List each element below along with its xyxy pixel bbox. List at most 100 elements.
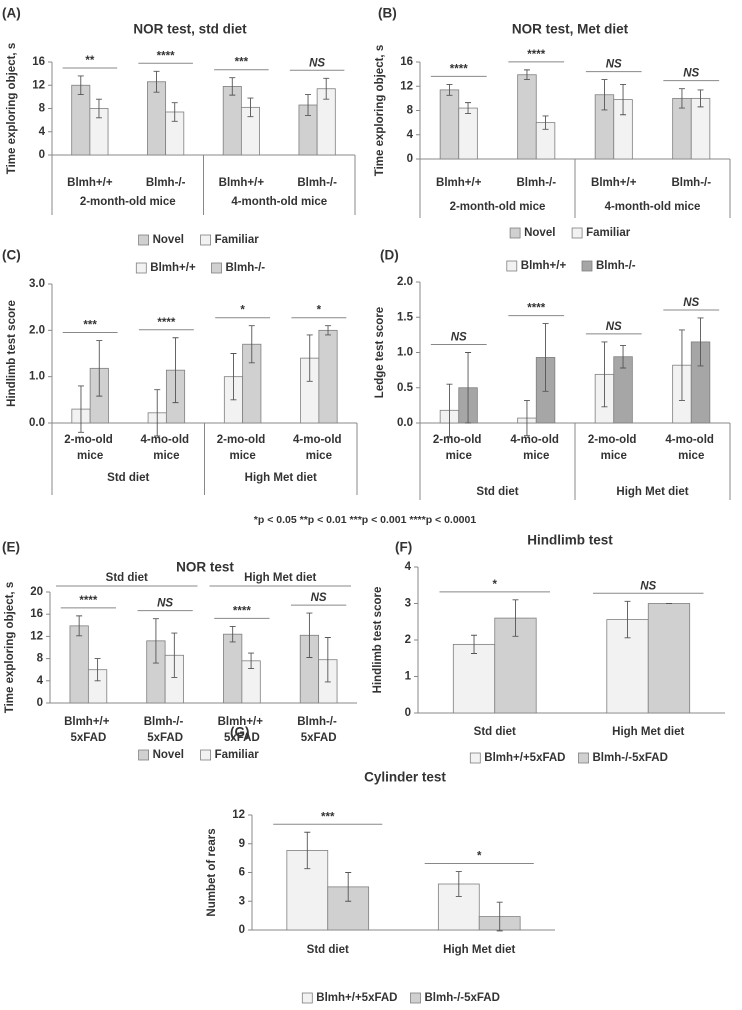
error-bar xyxy=(624,600,631,639)
error-bar xyxy=(471,634,478,654)
x-tick-label: 4-mo-old mice xyxy=(141,434,193,462)
legend-swatch xyxy=(410,992,421,1004)
error-bar xyxy=(446,83,453,96)
significance-label: * xyxy=(240,305,245,317)
x-tick-label: 2-mo-old mice xyxy=(588,434,640,462)
error-bar xyxy=(465,102,472,114)
legend-label: Novel xyxy=(524,227,555,239)
panel-label: (D) xyxy=(380,248,399,263)
y-tick-label: 12 xyxy=(30,630,43,642)
y-axis-label: Time exploring object, s xyxy=(374,45,386,176)
bar xyxy=(223,633,243,704)
y-tick-label: 0.5 xyxy=(397,382,414,394)
x-tick-label: Blmh-/- xyxy=(146,177,186,189)
error-bar xyxy=(496,901,503,932)
legend-swatch xyxy=(200,749,212,761)
significance-label: **** xyxy=(450,63,468,75)
y-axis-label: Ledge test score xyxy=(374,307,386,398)
legend-swatch xyxy=(200,234,212,246)
panel-label: (C) xyxy=(2,248,21,263)
x-tick-label: 4-mo-old mice xyxy=(293,434,345,462)
panel-label: (A) xyxy=(2,6,21,21)
panel-label: (F) xyxy=(395,540,412,555)
group-label: Std diet xyxy=(107,472,149,484)
x-tick-label: Blmh+/+ xyxy=(591,177,637,189)
error-bar xyxy=(77,75,84,95)
group-label: 2-month-old mice xyxy=(80,196,176,208)
legend-swatch xyxy=(571,227,583,239)
y-tick-label: 4 xyxy=(405,561,412,573)
y-tick-label: 9 xyxy=(239,838,245,850)
legend-label: Blmh+/+ xyxy=(521,260,567,272)
x-tick-label: Blmh+/+ 5xFAD xyxy=(218,716,267,744)
error-bar xyxy=(154,389,161,437)
error-bar xyxy=(523,399,530,437)
y-tick-label: 16 xyxy=(30,608,43,620)
error-bar xyxy=(678,329,685,401)
significance-label: NS xyxy=(157,598,173,610)
y-tick-label: 12 xyxy=(32,79,45,91)
error-bar xyxy=(697,317,704,367)
error-bar xyxy=(306,334,313,382)
error-bar xyxy=(95,98,102,119)
legend-label: Blmh-/- xyxy=(226,262,266,274)
legend-label: Blmh+/+5xFAD xyxy=(484,752,565,764)
significance-label: NS xyxy=(311,592,327,604)
error-bar xyxy=(324,637,331,683)
significance-label: NS xyxy=(683,68,699,80)
x-tick-label: Std diet xyxy=(307,944,349,956)
panel-label: (E) xyxy=(2,540,20,555)
legend-label: Blmh-/- xyxy=(596,260,636,272)
error-bar xyxy=(230,353,237,401)
x-tick-label: 4-mo-old mice xyxy=(510,434,562,462)
error-bar xyxy=(76,615,83,637)
significance-label: **** xyxy=(79,595,97,607)
error-bar xyxy=(229,625,236,643)
x-tick-label: 4-mo-old mice xyxy=(665,434,717,462)
error-bar xyxy=(678,88,685,109)
legend-label: Familiar xyxy=(215,234,260,246)
y-tick-label: 1.5 xyxy=(397,311,414,323)
y-tick-label: 1.0 xyxy=(397,347,413,359)
error-bar xyxy=(305,94,312,116)
y-tick-label: 2 xyxy=(405,634,411,646)
significance-label: * xyxy=(477,851,482,863)
significance-label: NS xyxy=(683,297,699,309)
panel-label: (B) xyxy=(378,6,397,21)
chart-title: Hindlimb test xyxy=(527,533,613,548)
group-label: 2-month-old mice xyxy=(450,201,546,213)
error-bar xyxy=(465,352,472,424)
x-tick-label: Blmh-/- 5xFAD xyxy=(144,716,187,744)
significance-label: * xyxy=(317,305,322,317)
legend-swatch xyxy=(469,752,481,764)
y-tick-label: 3 xyxy=(239,895,245,907)
legend-label: Blmh-/-5xFAD xyxy=(593,752,668,764)
x-tick-label: Blmh-/- 5xFAD xyxy=(297,716,340,744)
error-bar xyxy=(172,337,179,404)
error-bar xyxy=(152,618,159,664)
x-tick-label: High Met diet xyxy=(443,944,515,956)
error-bar xyxy=(248,325,255,364)
legend-swatch xyxy=(138,749,150,761)
bar xyxy=(690,97,711,160)
y-tick-label: 1.0 xyxy=(29,371,45,383)
y-tick-label: 0 xyxy=(405,707,411,719)
legend-swatch xyxy=(578,752,589,764)
error-bar xyxy=(446,383,453,437)
x-tick-label: Blmh-/- xyxy=(297,177,337,189)
significance-label: **** xyxy=(527,49,545,61)
error-bar xyxy=(171,632,178,678)
error-bar xyxy=(323,77,330,100)
y-tick-label: 8 xyxy=(407,105,414,117)
legend-label: Familiar xyxy=(215,749,260,761)
y-tick-label: 0 xyxy=(239,924,245,936)
panel-label: (G) xyxy=(230,725,250,740)
error-bar xyxy=(306,612,313,658)
error-bar xyxy=(512,599,519,637)
significance-label: **** xyxy=(233,605,251,617)
legend-swatch xyxy=(509,227,521,239)
chart-title: NOR test xyxy=(176,560,234,575)
significance-label: NS xyxy=(606,59,622,71)
y-axis-label: Hindlimb test score xyxy=(6,300,18,407)
error-bar xyxy=(601,79,608,111)
